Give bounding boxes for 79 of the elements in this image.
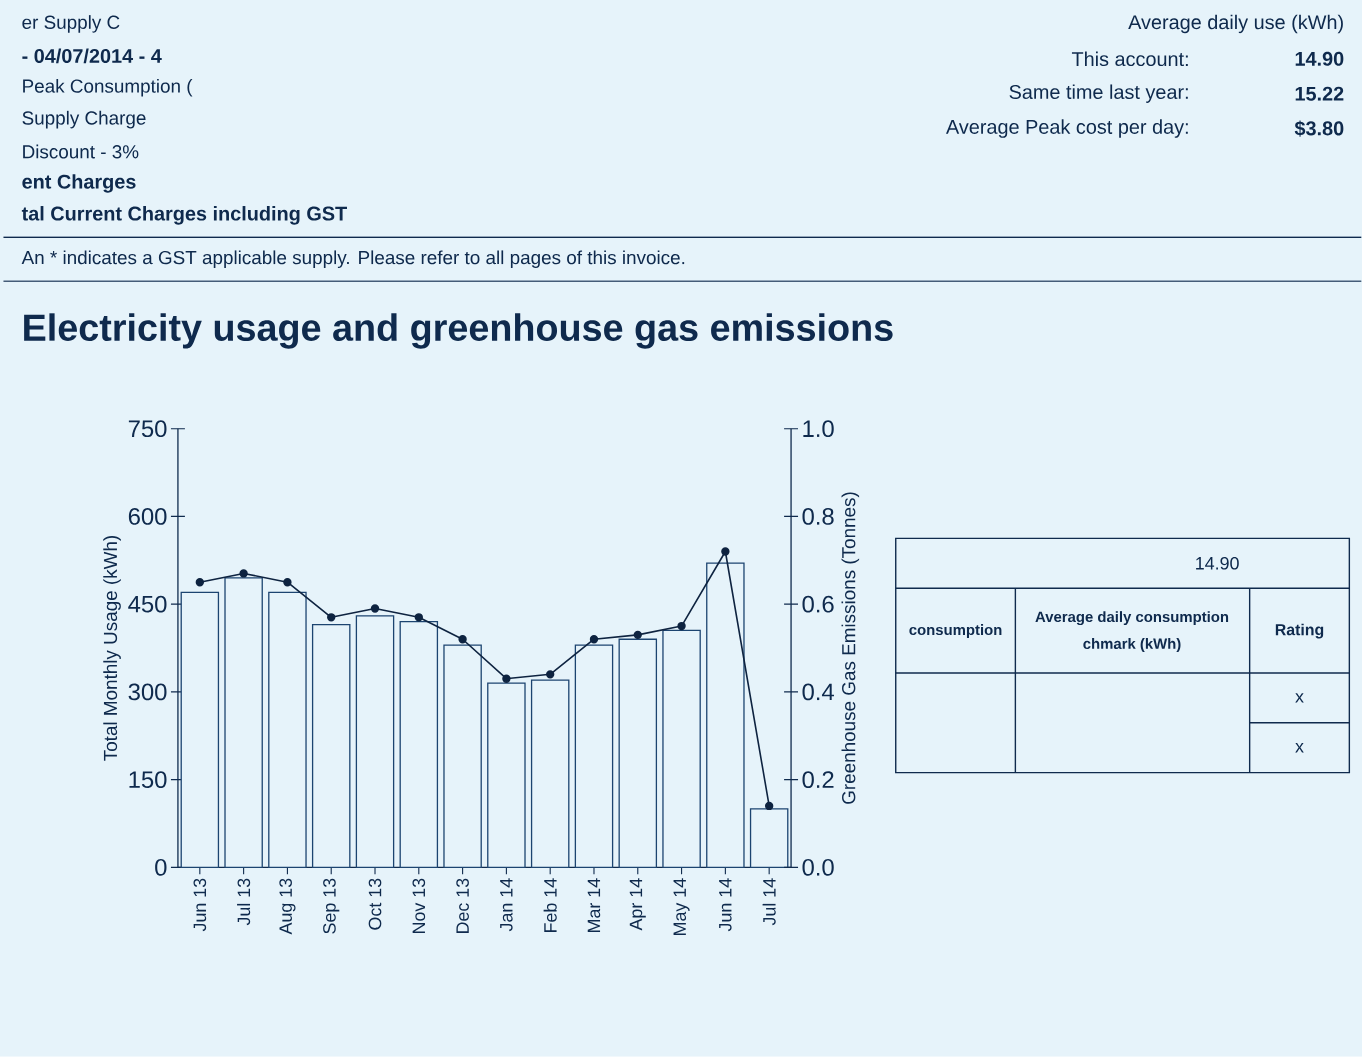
x-tick-label: Apr 14 <box>629 878 646 931</box>
bar <box>618 638 658 869</box>
bar <box>355 615 395 869</box>
text: An * indicates a GST applicable supply. Please refer to all pages of this invoice. <box>21 250 685 269</box>
point <box>721 547 730 556</box>
text: Same time last year: <box>1009 84 1188 104</box>
x-tick-label: Jun 14 <box>719 878 732 932</box>
x-tick-label: May 14 <box>673 878 690 936</box>
point <box>414 613 423 622</box>
y2-tick-label: 0.6 <box>802 595 834 613</box>
text: Supply Charge <box>22 110 146 129</box>
point <box>546 670 555 679</box>
text: 14.90 <box>1295 51 1344 66</box>
bar <box>180 591 220 869</box>
x-tick-label: Jul 14 <box>762 878 776 926</box>
x-tick-label: Mar 14 <box>587 878 601 933</box>
bar <box>311 624 351 869</box>
chart-title: Electricity usage and greenhouse gas emissions <box>24 313 893 349</box>
text: This account: <box>1071 51 1188 67</box>
x-tick-label: Nov 13 <box>412 878 426 934</box>
y2-tick-label: 0.8 <box>802 508 834 525</box>
y2-axis-title: Greenhouse Gas Emissions (Tonnes) <box>841 492 860 804</box>
bar <box>706 562 745 869</box>
y-tick-label: 600 <box>128 508 167 525</box>
point <box>677 622 686 631</box>
bar <box>662 629 701 869</box>
bar <box>224 577 263 869</box>
point <box>195 578 204 587</box>
bar <box>399 621 439 869</box>
text: Average Peak cost per day: <box>946 119 1188 138</box>
y-tick-label: 0 <box>155 859 167 876</box>
text: er Supply C <box>22 15 120 33</box>
bar <box>530 679 570 869</box>
point <box>633 630 642 640</box>
text: - 04/07/2014 - 4 <box>22 48 162 64</box>
text: Average daily use (kWh) <box>1128 14 1343 34</box>
text: Peak Consumption ( <box>23 79 193 97</box>
text: $3.80 <box>1294 120 1344 137</box>
y-tick-label: 150 <box>129 771 167 789</box>
text: 14.90 <box>1196 557 1239 570</box>
y-tick-label: 750 <box>128 420 167 438</box>
y2-tick-label: 1.0 <box>803 420 834 438</box>
text: ent Charges <box>22 174 136 193</box>
bar <box>749 808 789 869</box>
text: Discount - 3% <box>23 144 139 159</box>
point <box>502 674 511 683</box>
y-tick-label: 450 <box>128 595 167 613</box>
y2-tick-label: 0.2 <box>802 771 834 789</box>
text: x <box>1295 693 1304 703</box>
x-tick-label: Oct 13 <box>368 878 382 930</box>
point <box>327 613 336 622</box>
y2-tick-label: 0.0 <box>802 859 834 876</box>
x-tick-label: Sep 13 <box>323 878 340 934</box>
x-tick-label: Feb 14 <box>543 878 557 933</box>
text: tal Current Charges including GST <box>21 206 347 225</box>
point <box>458 635 467 644</box>
y-tick-label: 300 <box>128 683 167 701</box>
point <box>239 569 248 578</box>
text: Rating <box>1275 623 1324 639</box>
bar <box>268 591 307 869</box>
y-axis-title: Total Monthly Usage (kWh) <box>103 536 121 761</box>
bar <box>574 644 614 869</box>
x-tick-label: Dec 13 <box>456 878 469 934</box>
x-tick-label: Aug 13 <box>279 878 296 935</box>
text: x <box>1295 743 1304 753</box>
y2-tick-label: 0.4 <box>802 683 834 701</box>
bar <box>487 682 526 869</box>
x-tick-label: Jan 14 <box>500 878 513 932</box>
text: 15.22 <box>1295 86 1344 101</box>
point <box>283 578 292 587</box>
bar <box>443 644 482 869</box>
point <box>589 635 599 644</box>
text: consumption <box>909 624 1002 639</box>
x-tick-label: Jul 13 <box>237 878 251 926</box>
point <box>764 801 774 811</box>
x-tick-label: Jun 13 <box>193 878 207 932</box>
point <box>370 604 380 613</box>
text: Average daily consumption <box>1035 611 1229 626</box>
text: chmark (kWh) <box>1083 638 1181 653</box>
